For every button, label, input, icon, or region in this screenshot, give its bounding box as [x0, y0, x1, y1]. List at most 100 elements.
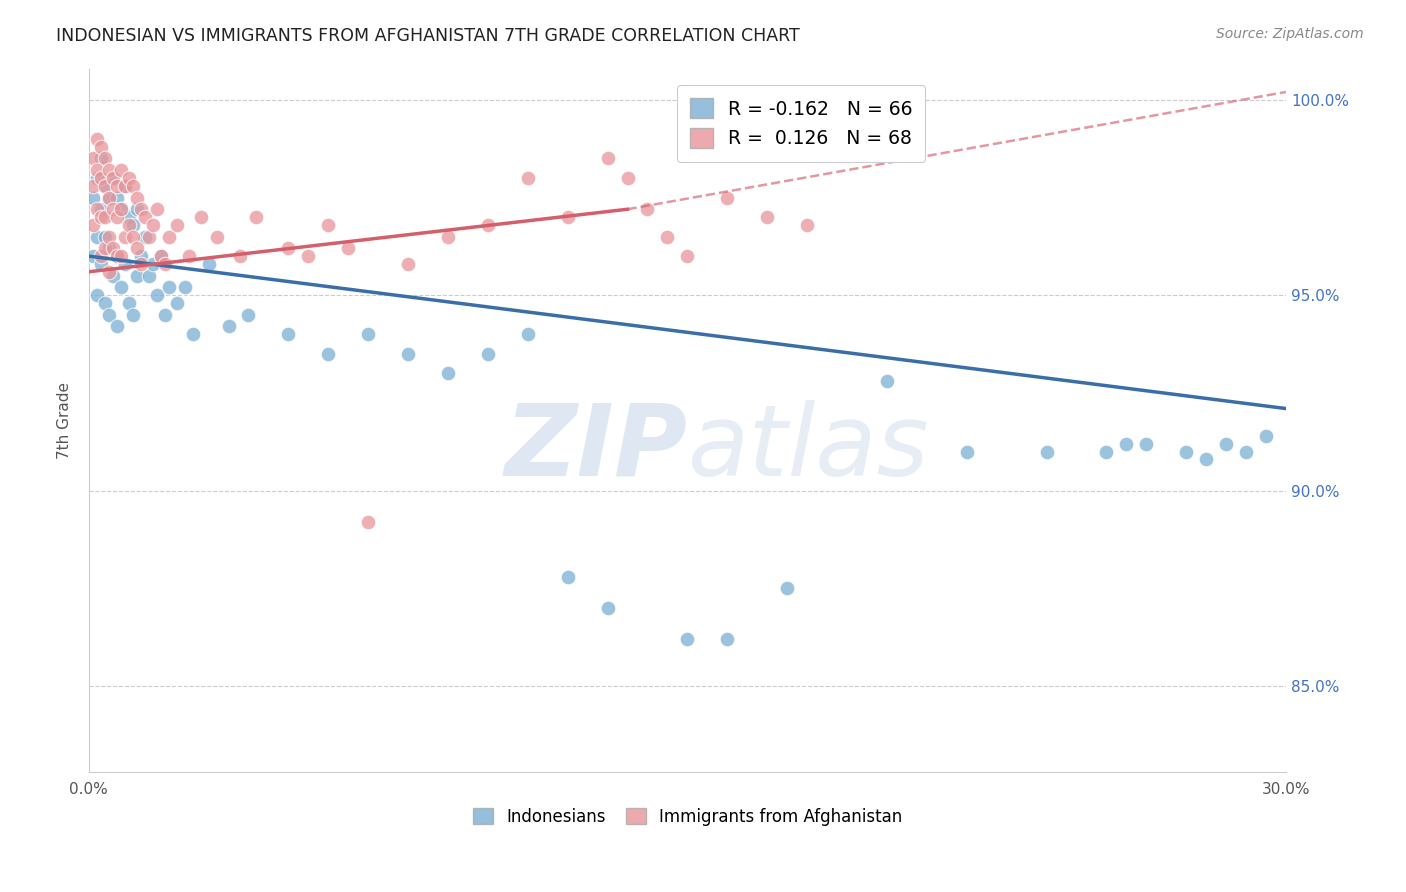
- Point: [177, 249, 200, 263]
- Point: [90, 152, 112, 166]
- Point: [101, 171, 124, 186]
- Point: [657, 229, 679, 244]
- Point: [1254, 429, 1277, 443]
- Point: [142, 257, 165, 271]
- Point: [110, 202, 132, 217]
- Point: [153, 257, 176, 271]
- Point: [118, 218, 141, 232]
- Point: [796, 218, 818, 232]
- Point: [357, 515, 380, 529]
- Point: [876, 374, 898, 388]
- Point: [118, 171, 141, 186]
- Point: [82, 152, 104, 166]
- Point: [114, 257, 136, 271]
- Point: [97, 190, 120, 204]
- Point: [166, 296, 188, 310]
- Point: [396, 347, 419, 361]
- Legend: Indonesians, Immigrants from Afghanistan: Indonesians, Immigrants from Afghanistan: [464, 799, 911, 834]
- Point: [277, 327, 299, 342]
- Point: [316, 218, 339, 232]
- Point: [94, 178, 117, 193]
- Point: [97, 265, 120, 279]
- Point: [1175, 444, 1198, 458]
- Point: [90, 171, 112, 186]
- Point: [229, 249, 252, 263]
- Point: [145, 202, 167, 217]
- Point: [129, 202, 152, 217]
- Point: [596, 600, 619, 615]
- Point: [173, 280, 195, 294]
- Point: [637, 202, 659, 217]
- Point: [134, 210, 156, 224]
- Point: [86, 288, 108, 302]
- Point: [776, 582, 799, 596]
- Point: [138, 229, 160, 244]
- Point: [357, 327, 380, 342]
- Point: [118, 210, 141, 224]
- Point: [90, 139, 112, 153]
- Point: [105, 190, 128, 204]
- Point: [110, 163, 132, 178]
- Point: [105, 178, 128, 193]
- Point: [101, 202, 124, 217]
- Point: [129, 257, 152, 271]
- Point: [190, 210, 212, 224]
- Point: [121, 178, 143, 193]
- Point: [197, 257, 219, 271]
- Point: [110, 280, 132, 294]
- Point: [616, 171, 638, 186]
- Point: [676, 249, 699, 263]
- Point: [716, 632, 738, 647]
- Point: [94, 241, 117, 255]
- Point: [101, 241, 124, 255]
- Point: [90, 257, 112, 271]
- Point: [82, 218, 104, 232]
- Point: [86, 171, 108, 186]
- Point: [596, 152, 619, 166]
- Text: atlas: atlas: [688, 400, 929, 497]
- Point: [121, 308, 143, 322]
- Point: [94, 178, 117, 193]
- Point: [94, 296, 117, 310]
- Point: [101, 268, 124, 283]
- Point: [110, 202, 132, 217]
- Point: [125, 241, 148, 255]
- Point: [716, 190, 738, 204]
- Point: [277, 241, 299, 255]
- Point: [101, 171, 124, 186]
- Point: [557, 569, 579, 583]
- Point: [105, 319, 128, 334]
- Point: [557, 210, 579, 224]
- Point: [97, 163, 120, 178]
- Point: [1095, 444, 1118, 458]
- Point: [94, 210, 117, 224]
- Point: [1234, 444, 1257, 458]
- Point: [149, 249, 172, 263]
- Point: [181, 327, 204, 342]
- Point: [105, 249, 128, 263]
- Point: [90, 249, 112, 263]
- Point: [105, 249, 128, 263]
- Point: [245, 210, 267, 224]
- Point: [1195, 452, 1218, 467]
- Point: [396, 257, 419, 271]
- Point: [477, 218, 499, 232]
- Point: [97, 190, 120, 204]
- Point: [477, 347, 499, 361]
- Point: [238, 308, 260, 322]
- Point: [121, 229, 143, 244]
- Text: Source: ZipAtlas.com: Source: ZipAtlas.com: [1216, 27, 1364, 41]
- Point: [218, 319, 240, 334]
- Point: [1215, 436, 1237, 450]
- Point: [125, 190, 148, 204]
- Point: [90, 210, 112, 224]
- Point: [134, 229, 156, 244]
- Point: [157, 280, 180, 294]
- Point: [756, 210, 779, 224]
- Point: [516, 327, 538, 342]
- Text: ZIP: ZIP: [505, 400, 688, 497]
- Point: [1135, 436, 1157, 450]
- Point: [437, 367, 460, 381]
- Point: [142, 218, 165, 232]
- Point: [1035, 444, 1057, 458]
